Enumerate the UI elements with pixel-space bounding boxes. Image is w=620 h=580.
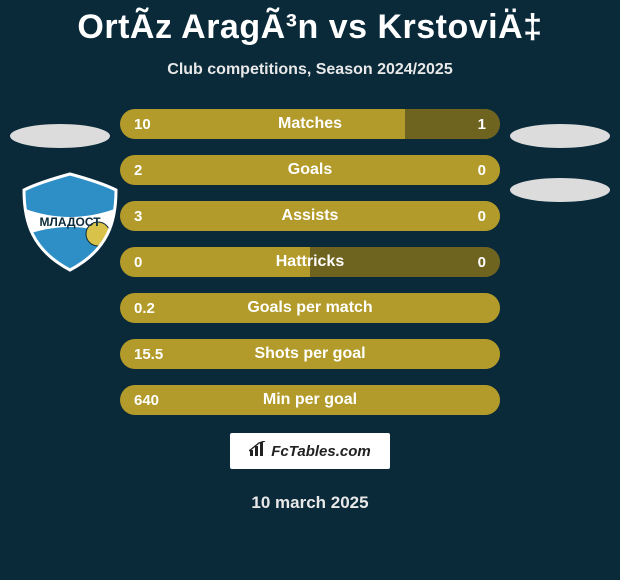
stat-seg-left [120, 155, 500, 185]
stats-container: Matches101 Goals20 Assists30 Hattricks00 Goa… [120, 109, 500, 415]
placeholder-oval-right-2 [510, 178, 610, 202]
placeholder-oval-right-1 [510, 124, 610, 148]
page-subtitle: Club competitions, Season 2024/2025 [0, 61, 620, 79]
stat-seg-right [405, 109, 500, 139]
stat-row: Min per goal640 [120, 385, 500, 415]
stat-row: Goals20 [120, 155, 500, 185]
stat-row: Goals per match0.2 [120, 293, 500, 323]
stat-seg-left [120, 247, 310, 277]
stat-row: Shots per goal15.5 [120, 339, 500, 369]
fctables-label: FcTables.com [271, 443, 370, 460]
bar-chart-icon [249, 441, 267, 462]
stat-row: Assists30 [120, 201, 500, 231]
page-date: 10 march 2025 [0, 493, 620, 513]
stat-seg-left [120, 339, 500, 369]
page-title: OrtÃz AragÃ³n vs KrstoviÄ‡ [0, 0, 620, 47]
stat-row: Matches101 [120, 109, 500, 139]
stat-row: Hattricks00 [120, 247, 500, 277]
stat-seg-left [120, 109, 405, 139]
stat-seg-left [120, 201, 500, 231]
shield-icon: МЛАДОСТ [20, 172, 120, 272]
stat-seg-right [310, 247, 500, 277]
stat-seg-left [120, 293, 500, 323]
stat-seg-left [120, 385, 500, 415]
placeholder-oval-left [10, 124, 110, 148]
fctables-tag[interactable]: FcTables.com [230, 433, 390, 469]
svg-text:МЛАДОСТ: МЛАДОСТ [39, 215, 101, 229]
team-badge-left: МЛАДОСТ [20, 172, 120, 272]
